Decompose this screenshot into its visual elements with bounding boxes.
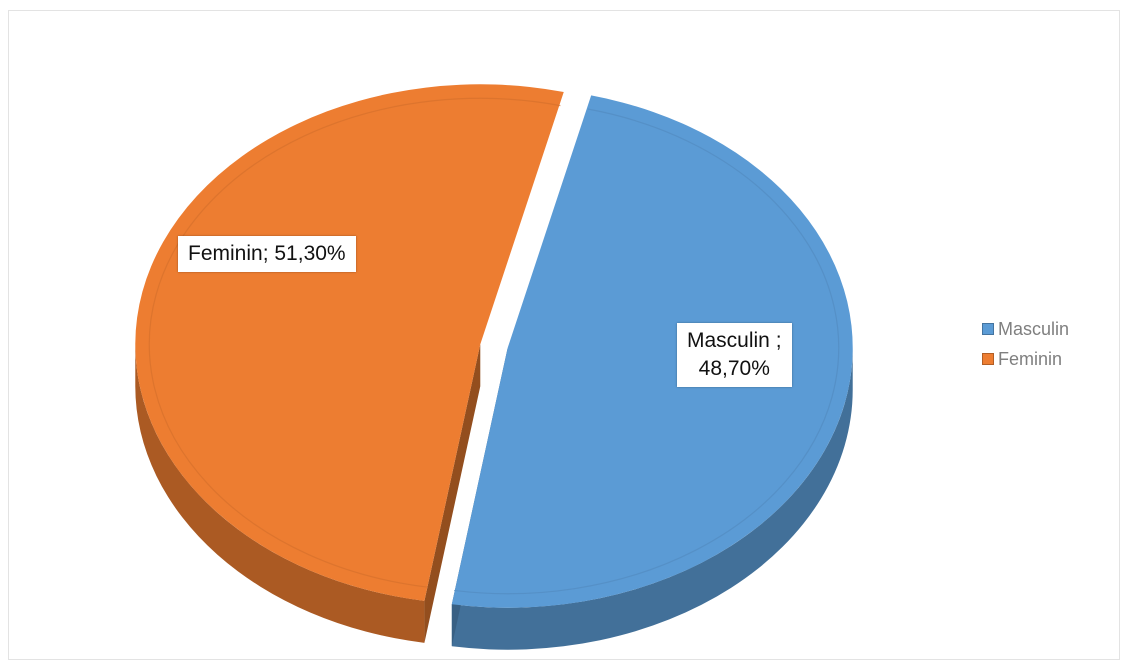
legend-label-masculin: Masculin — [998, 318, 1070, 339]
legend-label-feminin: Feminin — [998, 348, 1063, 369]
legend-swatch-masculin — [982, 323, 994, 335]
data-label-masculin-value: 48,70% — [698, 357, 770, 380]
legend-item-masculin: Masculin — [982, 314, 1069, 344]
legend: Masculin Feminin — [982, 314, 1069, 374]
pie-slice-feminin — [135, 84, 564, 601]
data-label-masculin-name: Masculin ; — [687, 329, 782, 352]
pie-slice-masculin — [451, 95, 853, 608]
pie-side-masculin — [451, 347, 853, 650]
data-label-feminin-value: 51,30% — [274, 242, 346, 265]
pie-bevel-masculin — [454, 108, 840, 595]
pie-side-feminin — [135, 344, 425, 643]
data-label-feminin-name: Feminin; — [188, 242, 269, 265]
pie-cut-face-feminin — [424, 344, 481, 643]
data-label-feminin: Feminin; 51,30% — [178, 236, 356, 272]
chart-frame: Feminin; 51,30% Masculin ; 48,70% Mascul… — [8, 10, 1120, 660]
pie-bevel-feminin — [148, 97, 561, 588]
data-label-masculin: Masculin ; 48,70% — [677, 323, 792, 387]
legend-item-feminin: Feminin — [982, 344, 1069, 374]
legend-swatch-feminin — [982, 353, 994, 365]
pie-chart — [135, 84, 853, 650]
